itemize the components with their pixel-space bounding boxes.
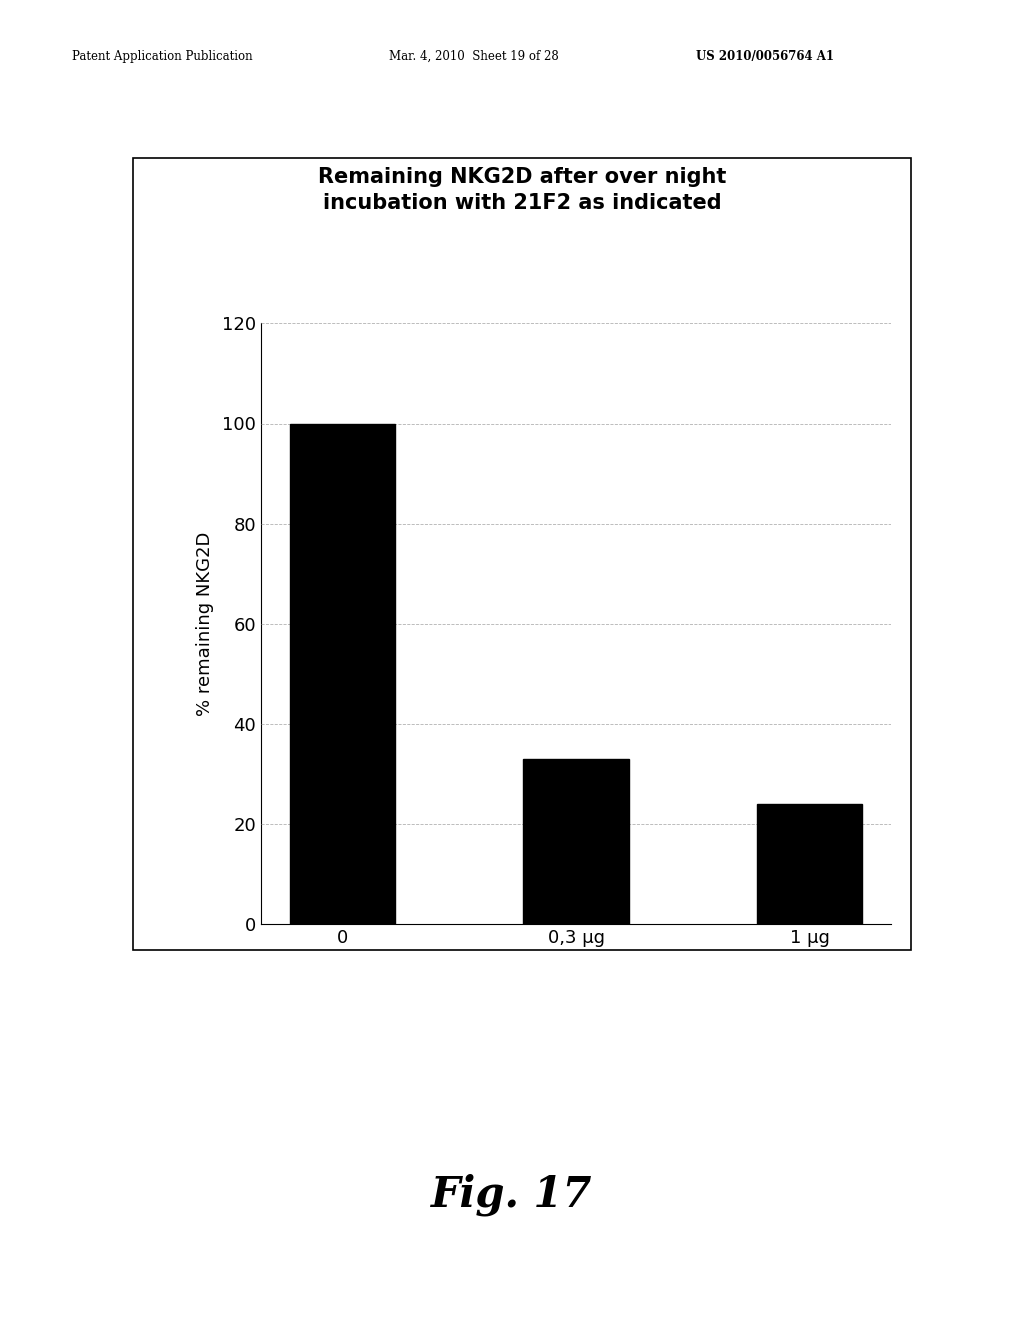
- Text: Fig. 17: Fig. 17: [431, 1173, 593, 1216]
- Y-axis label: % remaining NKG2D: % remaining NKG2D: [196, 532, 214, 715]
- Bar: [290, 424, 395, 924]
- Text: Remaining NKG2D after over night
incubation with 21F2 as indicated: Remaining NKG2D after over night incubat…: [318, 166, 726, 214]
- Text: Patent Application Publication: Patent Application Publication: [72, 50, 252, 63]
- Text: US 2010/0056764 A1: US 2010/0056764 A1: [696, 50, 835, 63]
- Bar: [523, 759, 629, 924]
- Text: Mar. 4, 2010  Sheet 19 of 28: Mar. 4, 2010 Sheet 19 of 28: [389, 50, 559, 63]
- Bar: [757, 804, 862, 924]
